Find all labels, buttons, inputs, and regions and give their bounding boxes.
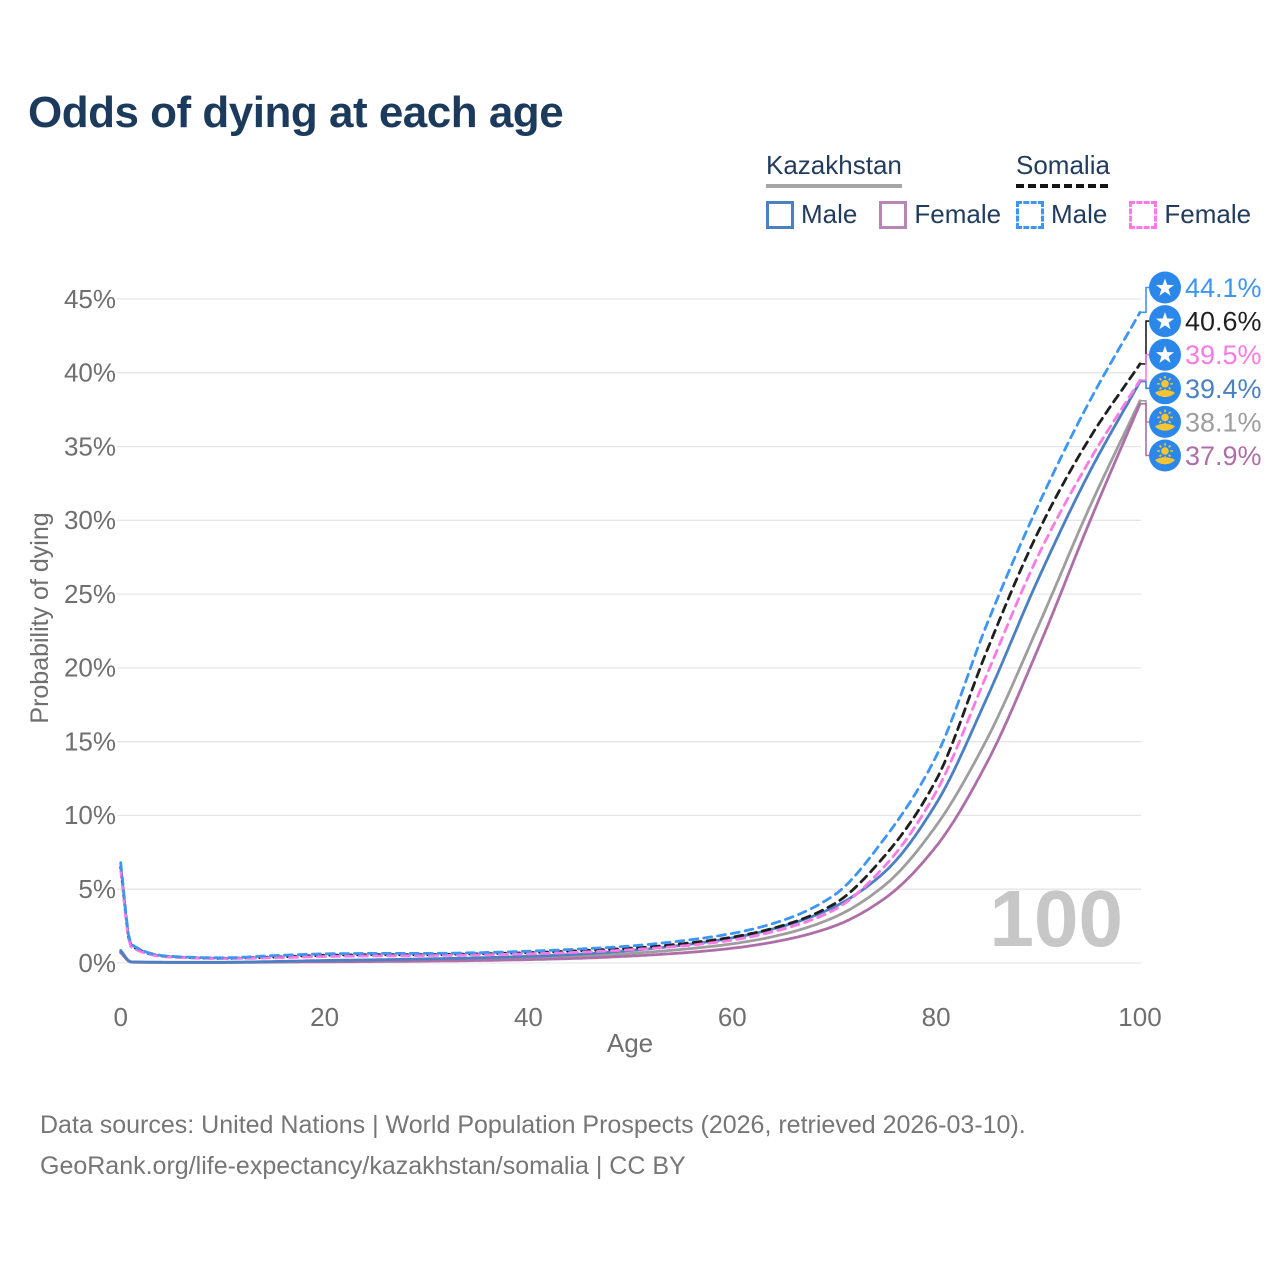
leader-somalia-male [1141, 286, 1149, 314]
y-tick-20%: 20% [64, 653, 116, 683]
y-tick-45%: 45% [64, 284, 116, 314]
leader-somalia-female [1141, 353, 1149, 381]
end-label-leader-lines [1141, 286, 1149, 457]
x-tick-0: 0 [113, 1002, 127, 1032]
legend-label-somalia-female[interactable]: Female [1164, 199, 1252, 229]
somalia-female-swatch[interactable] [1129, 200, 1158, 229]
kazakhstan-flag-icon [1149, 405, 1181, 438]
footer-attribution-line: GeoRank.org/life-expectancy/kazakhstan/s… [40, 1152, 686, 1180]
legend-group-kazakhstan: Kazakhstan Male Female [766, 150, 1023, 230]
legend-label-kazakhstan-female[interactable]: Female [914, 199, 1002, 229]
series-line-kazakhstan-female[interactable] [119, 402, 1142, 964]
somalia-line-style-swatch [1016, 184, 1108, 188]
page-title: Odds of dying at each age [28, 88, 564, 137]
legend-country-somalia[interactable]: Somalia [1016, 150, 1110, 180]
end-value-label-somalia-male: 44.1% [1185, 273, 1262, 303]
leader-somalia [1141, 320, 1149, 365]
end-value-label-somalia: 40.6% [1185, 307, 1262, 337]
end-value-label-kazakhstan: 38.1% [1185, 407, 1262, 437]
footer-source-line: Data sources: United Nations | World Pop… [40, 1111, 1026, 1139]
somalia-flag-icon [1149, 338, 1181, 371]
series-line-somalia-male[interactable] [119, 310, 1142, 960]
x-tick-80: 80 [922, 1002, 951, 1032]
kazakhstan-line-style-swatch [766, 184, 902, 188]
y-tick-30%: 30% [64, 505, 116, 535]
hovered-age-watermark: 100 [990, 874, 1123, 963]
legend-label-somalia-male[interactable]: Male [1051, 199, 1108, 229]
somalia-flag-icon [1149, 271, 1181, 304]
legend-label-kazakhstan-male[interactable]: Male [801, 199, 858, 229]
legend-country-kazakhstan[interactable]: Kazakhstan [766, 150, 902, 180]
somalia-male-swatch[interactable] [1016, 200, 1044, 229]
x-tick-40: 40 [514, 1002, 543, 1032]
kazakhstan-male-swatch[interactable] [766, 200, 794, 229]
y-axis-title: Probability of dying [26, 512, 54, 723]
end-value-label-kazakhstan-female: 37.9% [1185, 441, 1262, 471]
y-tick-0%: 0% [78, 948, 116, 978]
leader-kazakhstan-male [1141, 380, 1149, 390]
kazakhstan-flag-icon [1149, 439, 1181, 472]
series-line-kazakhstan-male[interactable] [119, 380, 1142, 964]
x-tick-100: 100 [1118, 1002, 1161, 1032]
kazakhstan-flag-icon [1149, 372, 1181, 405]
y-axis-tick-labels: 0% 5% 10% 15% 20% 25% 30% 35% 40% 45% [64, 284, 116, 978]
somalia-flag-icon [1149, 305, 1181, 338]
x-tick-20: 20 [310, 1002, 339, 1032]
y-tick-25%: 25% [64, 579, 116, 609]
y-tick-15%: 15% [64, 727, 116, 757]
series-line-somalia[interactable] [119, 362, 1142, 960]
gridlines [117, 298, 1141, 964]
x-axis-tick-labels: 0 20 40 60 80 100 [113, 1002, 1161, 1032]
end-value-label-somalia-female: 39.5% [1185, 340, 1262, 370]
y-tick-40%: 40% [64, 358, 116, 388]
y-tick-5%: 5% [78, 874, 116, 904]
leader-kazakhstan-female [1141, 403, 1149, 457]
series-line-kazakhstan[interactable] [119, 399, 1142, 964]
y-tick-10%: 10% [64, 800, 116, 830]
x-axis-title: Age [607, 1028, 653, 1058]
kazakhstan-female-swatch[interactable] [879, 200, 908, 229]
series-line-somalia-female[interactable] [119, 378, 1142, 960]
y-tick-35%: 35% [64, 431, 116, 461]
footer: Data sources: United Nations | World Pop… [40, 1105, 1026, 1187]
x-tick-60: 60 [718, 1002, 747, 1032]
legend-group-somalia: Somalia Male Female [1016, 150, 1273, 230]
end-value-label-kazakhstan-male: 39.4% [1185, 374, 1262, 404]
